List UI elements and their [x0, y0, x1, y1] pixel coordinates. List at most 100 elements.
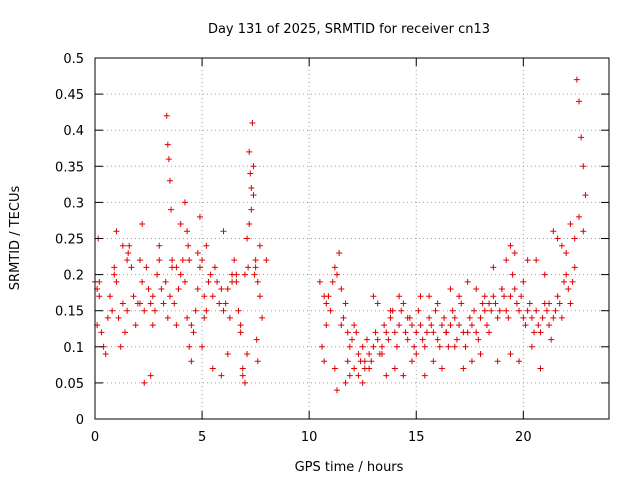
data-point [224, 351, 231, 358]
data-point [449, 307, 456, 314]
data-point [513, 300, 520, 307]
data-point [184, 314, 191, 321]
data-point [421, 372, 428, 379]
data-point [163, 112, 170, 119]
data-point [432, 307, 439, 314]
data-point [363, 336, 370, 343]
data-point [370, 293, 377, 300]
data-point [173, 264, 180, 271]
data-point [201, 314, 208, 321]
data-point [226, 314, 233, 321]
data-point [205, 278, 212, 285]
data-point [511, 249, 518, 256]
data-point [563, 249, 570, 256]
data-point [460, 365, 467, 372]
data-point [383, 329, 390, 336]
data-point [218, 286, 225, 293]
data-point [171, 300, 178, 307]
data-point [528, 314, 535, 321]
data-point [498, 286, 505, 293]
data-point [259, 314, 266, 321]
data-point [561, 278, 568, 285]
data-point [526, 300, 533, 307]
data-point [188, 358, 195, 365]
y-tick-label: 0.5 [63, 52, 84, 67]
data-point [184, 228, 191, 235]
data-point [201, 293, 208, 300]
data-point [166, 177, 173, 184]
data-point [106, 293, 113, 300]
data-point [417, 293, 424, 300]
data-point [468, 358, 475, 365]
data-point [244, 235, 251, 242]
data-point [186, 343, 193, 350]
data-point [535, 322, 542, 329]
data-point [351, 365, 358, 372]
data-point [490, 293, 497, 300]
data-point [355, 372, 362, 379]
data-point [263, 257, 270, 264]
data-point [124, 257, 131, 264]
data-point [438, 365, 445, 372]
data-point [458, 300, 465, 307]
data-point [338, 322, 345, 329]
data-point [209, 365, 216, 372]
data-point [192, 307, 199, 314]
data-point [252, 264, 259, 271]
data-point [402, 329, 409, 336]
data-point [552, 307, 559, 314]
data-point [477, 314, 484, 321]
data-point [128, 264, 135, 271]
data-point [490, 264, 497, 271]
data-point [113, 278, 120, 285]
data-point [245, 264, 252, 271]
data-point [543, 307, 550, 314]
data-point [147, 372, 154, 379]
data-point [344, 329, 351, 336]
data-point [143, 264, 150, 271]
data-point [503, 307, 510, 314]
data-point [408, 358, 415, 365]
data-point [252, 257, 259, 264]
data-point [548, 336, 555, 343]
data-point [522, 322, 529, 329]
data-point [334, 387, 341, 394]
data-point [378, 343, 385, 350]
data-point [229, 271, 236, 278]
data-point [475, 336, 482, 343]
data-point [554, 235, 561, 242]
data-point [400, 300, 407, 307]
data-point [466, 314, 473, 321]
data-point [473, 286, 480, 293]
data-point [558, 242, 565, 249]
data-point [321, 358, 328, 365]
data-point [494, 358, 501, 365]
data-point [571, 235, 578, 242]
data-point [246, 148, 253, 155]
data-point [573, 76, 580, 83]
data-point [477, 351, 484, 358]
data-point [528, 343, 535, 350]
x-tick-label: 15 [408, 430, 425, 445]
data-point [154, 271, 161, 278]
y-tick-label: 0.2 [63, 269, 84, 284]
data-point [218, 372, 225, 379]
data-point [567, 300, 574, 307]
data-point [164, 141, 171, 148]
data-point [419, 336, 426, 343]
data-point [556, 300, 563, 307]
data-point [366, 365, 373, 372]
data-point [216, 300, 223, 307]
data-point [582, 192, 589, 199]
data-point [319, 343, 326, 350]
data-point [250, 163, 257, 170]
data-point [541, 271, 548, 278]
data-point [147, 300, 154, 307]
data-point [516, 358, 523, 365]
data-point [567, 221, 574, 228]
data-point [196, 264, 203, 271]
chart-title: Day 131 of 2025, SRMTID for receiver cn1… [208, 22, 490, 37]
data-point [253, 336, 260, 343]
